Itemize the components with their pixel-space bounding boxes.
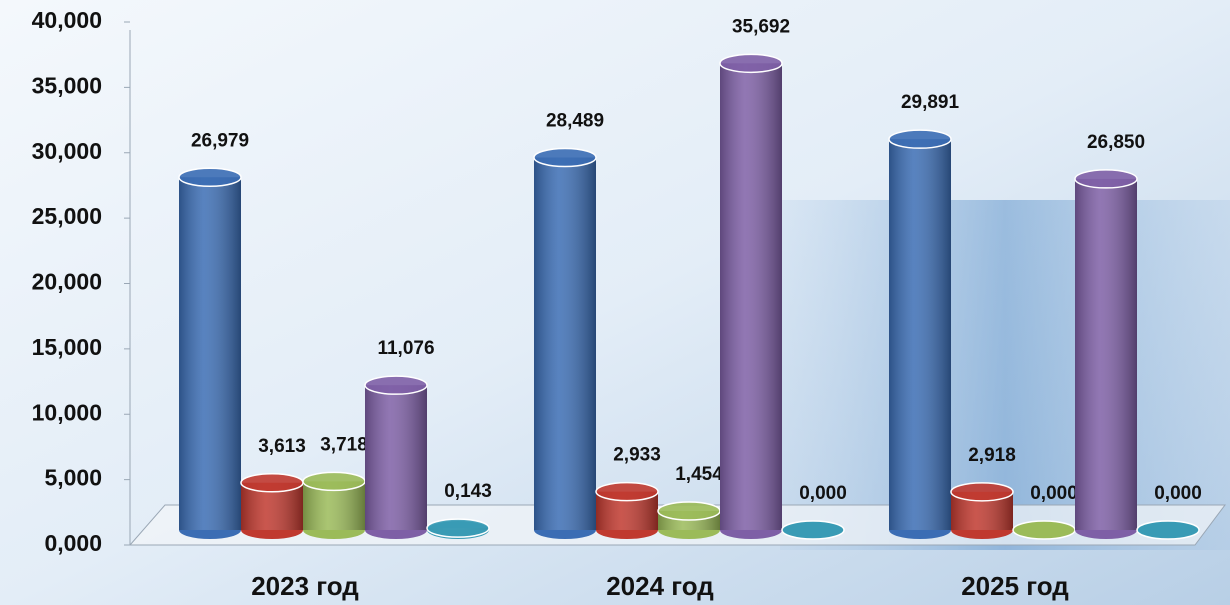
bar-top xyxy=(889,130,951,148)
data-label: 28,489 xyxy=(546,111,604,132)
x-tick-label: 2023 год xyxy=(251,571,359,601)
data-label: 0,000 xyxy=(1154,483,1202,504)
bar-shade xyxy=(720,63,782,530)
data-label: 35,692 xyxy=(732,16,790,37)
y-tick-label: 5,000 xyxy=(44,465,102,491)
data-label: 1,454 xyxy=(675,464,723,485)
bar-top xyxy=(658,502,720,520)
bar-shade xyxy=(889,139,951,530)
bar-top xyxy=(720,54,782,72)
bar-top xyxy=(782,521,844,539)
y-tick-label: 20,000 xyxy=(32,269,102,295)
data-label: 26,850 xyxy=(1087,132,1145,153)
x-tick-label: 2024 год xyxy=(606,571,714,601)
y-tick-label: 0,000 xyxy=(44,530,102,556)
data-label: 0,143 xyxy=(444,481,492,502)
bar-shade xyxy=(534,158,596,530)
y-tick-label: 10,000 xyxy=(32,399,102,425)
data-label: 2,918 xyxy=(968,445,1016,466)
bar-top xyxy=(179,168,241,186)
y-tick-label: 30,000 xyxy=(32,138,102,164)
data-label: 3,613 xyxy=(258,436,306,457)
data-label: 11,076 xyxy=(377,338,434,359)
x-tick-label: 2025 год xyxy=(961,571,1069,601)
y-tick-label: 35,000 xyxy=(32,72,102,98)
bar-top xyxy=(1013,521,1075,539)
data-label: 0,000 xyxy=(799,483,847,504)
y-tick-label: 15,000 xyxy=(32,334,102,360)
bar-shade xyxy=(179,177,241,530)
bar-top xyxy=(1075,170,1137,188)
bar-top xyxy=(427,519,489,537)
bar-top xyxy=(596,483,658,501)
bar-top xyxy=(241,474,303,492)
bar-top xyxy=(365,376,427,394)
bar-top xyxy=(534,149,596,167)
bar-top xyxy=(303,472,365,490)
bar-top xyxy=(951,483,1013,501)
data-label: 3,718 xyxy=(320,434,368,455)
bar-shade xyxy=(1075,179,1137,530)
bar-shade xyxy=(365,385,427,530)
data-label: 2,933 xyxy=(613,445,661,466)
data-label: 26,979 xyxy=(191,130,249,151)
bar-top xyxy=(1137,521,1199,539)
data-label: 29,891 xyxy=(901,92,960,113)
chart: 0,000 5,000 10,000 15,000 20,000 25,000 30,000… xyxy=(0,0,1230,605)
y-tick-label: 40,000 xyxy=(32,7,102,33)
y-tick-label: 25,000 xyxy=(32,203,102,229)
data-label: 0,000 xyxy=(1030,483,1078,504)
